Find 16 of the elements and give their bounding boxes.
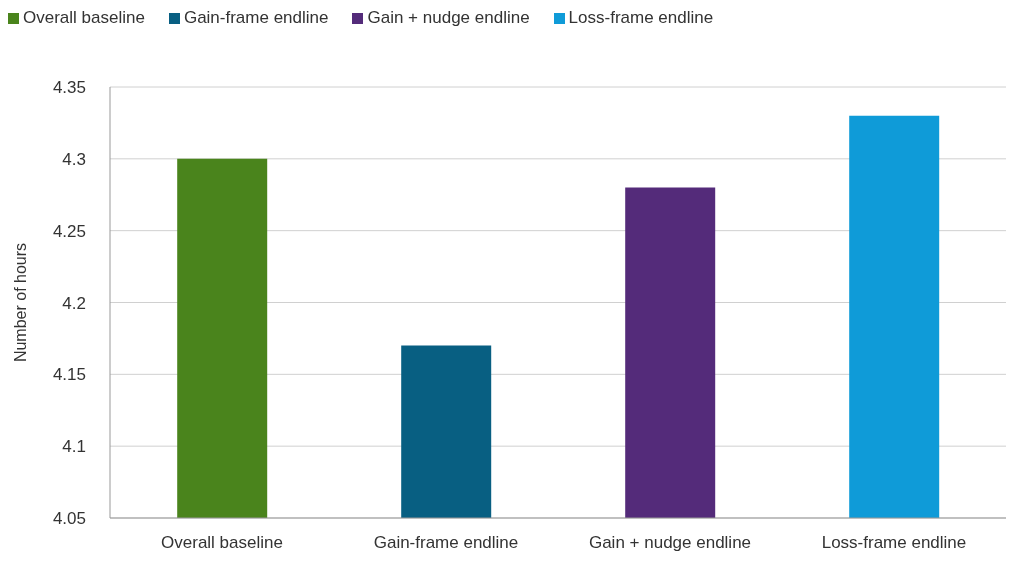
- x-tick-label: Overall baseline: [161, 533, 283, 553]
- y-tick-label: 4.05: [52, 509, 86, 529]
- y-tick-label: 4.25: [52, 221, 86, 241]
- x-tick-label: Gain-frame endline: [373, 533, 519, 553]
- y-tick-label: 4.15: [52, 365, 86, 385]
- x-tick-label: Gain + nudge endline: [588, 533, 752, 553]
- legend-label: Gain + nudge endline: [367, 8, 530, 27]
- y-tick-label: 4.2: [62, 293, 86, 313]
- legend-label: Gain-frame endline: [183, 8, 329, 27]
- y-axis-title: Number of hours: [11, 242, 29, 363]
- legend-label: Loss-frame endline: [568, 8, 714, 27]
- legend-label: Overall baseline: [23, 8, 145, 27]
- y-tick-label: 4.35: [52, 78, 86, 98]
- x-tick-label: Loss-frame endline: [821, 533, 967, 553]
- y-tick-label: 4.1: [62, 437, 86, 457]
- y-tick-label: 4.3: [62, 149, 86, 169]
